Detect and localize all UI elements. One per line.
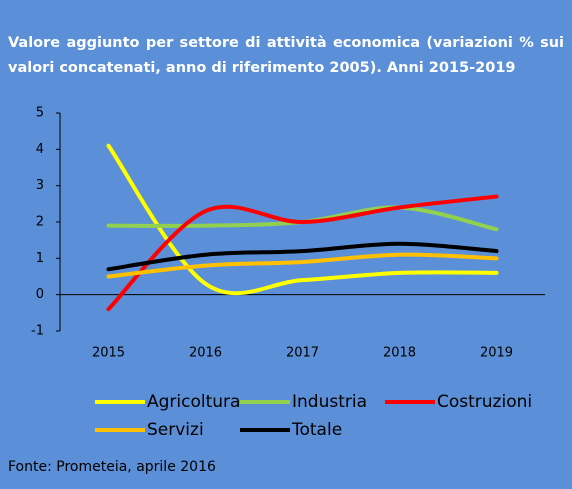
y-tick-label: 0 — [36, 287, 44, 302]
y-tick-label: 4 — [36, 142, 44, 157]
legend-label: Totale — [291, 420, 342, 440]
y-tick-label: 2 — [36, 215, 44, 230]
series-line — [106, 252, 499, 279]
x-tick-label: 2018 — [383, 346, 416, 361]
x-tick-label: 2016 — [189, 346, 222, 361]
x-tick-label: 2015 — [92, 346, 125, 361]
source-note: Fonte: Prometeia, aprile 2016 — [8, 459, 216, 475]
x-tick-label: 2017 — [286, 346, 319, 361]
legend-label: Agricoltura — [147, 392, 240, 412]
y-tick-label: 1 — [36, 251, 44, 266]
legend-label: Servizi — [147, 420, 204, 440]
chart-title: Valore aggiunto per settore di attività … — [8, 35, 564, 76]
series-line — [106, 205, 499, 232]
legend-label: Costruzioni — [437, 392, 532, 412]
y-tick-label: -1 — [31, 324, 44, 339]
legend-label: Industria — [292, 392, 367, 412]
series-line — [106, 194, 499, 312]
series-line — [106, 241, 499, 272]
y-tick-label: 5 — [36, 106, 44, 121]
x-tick-label: 2019 — [480, 346, 513, 361]
y-tick-label: 3 — [36, 178, 44, 193]
